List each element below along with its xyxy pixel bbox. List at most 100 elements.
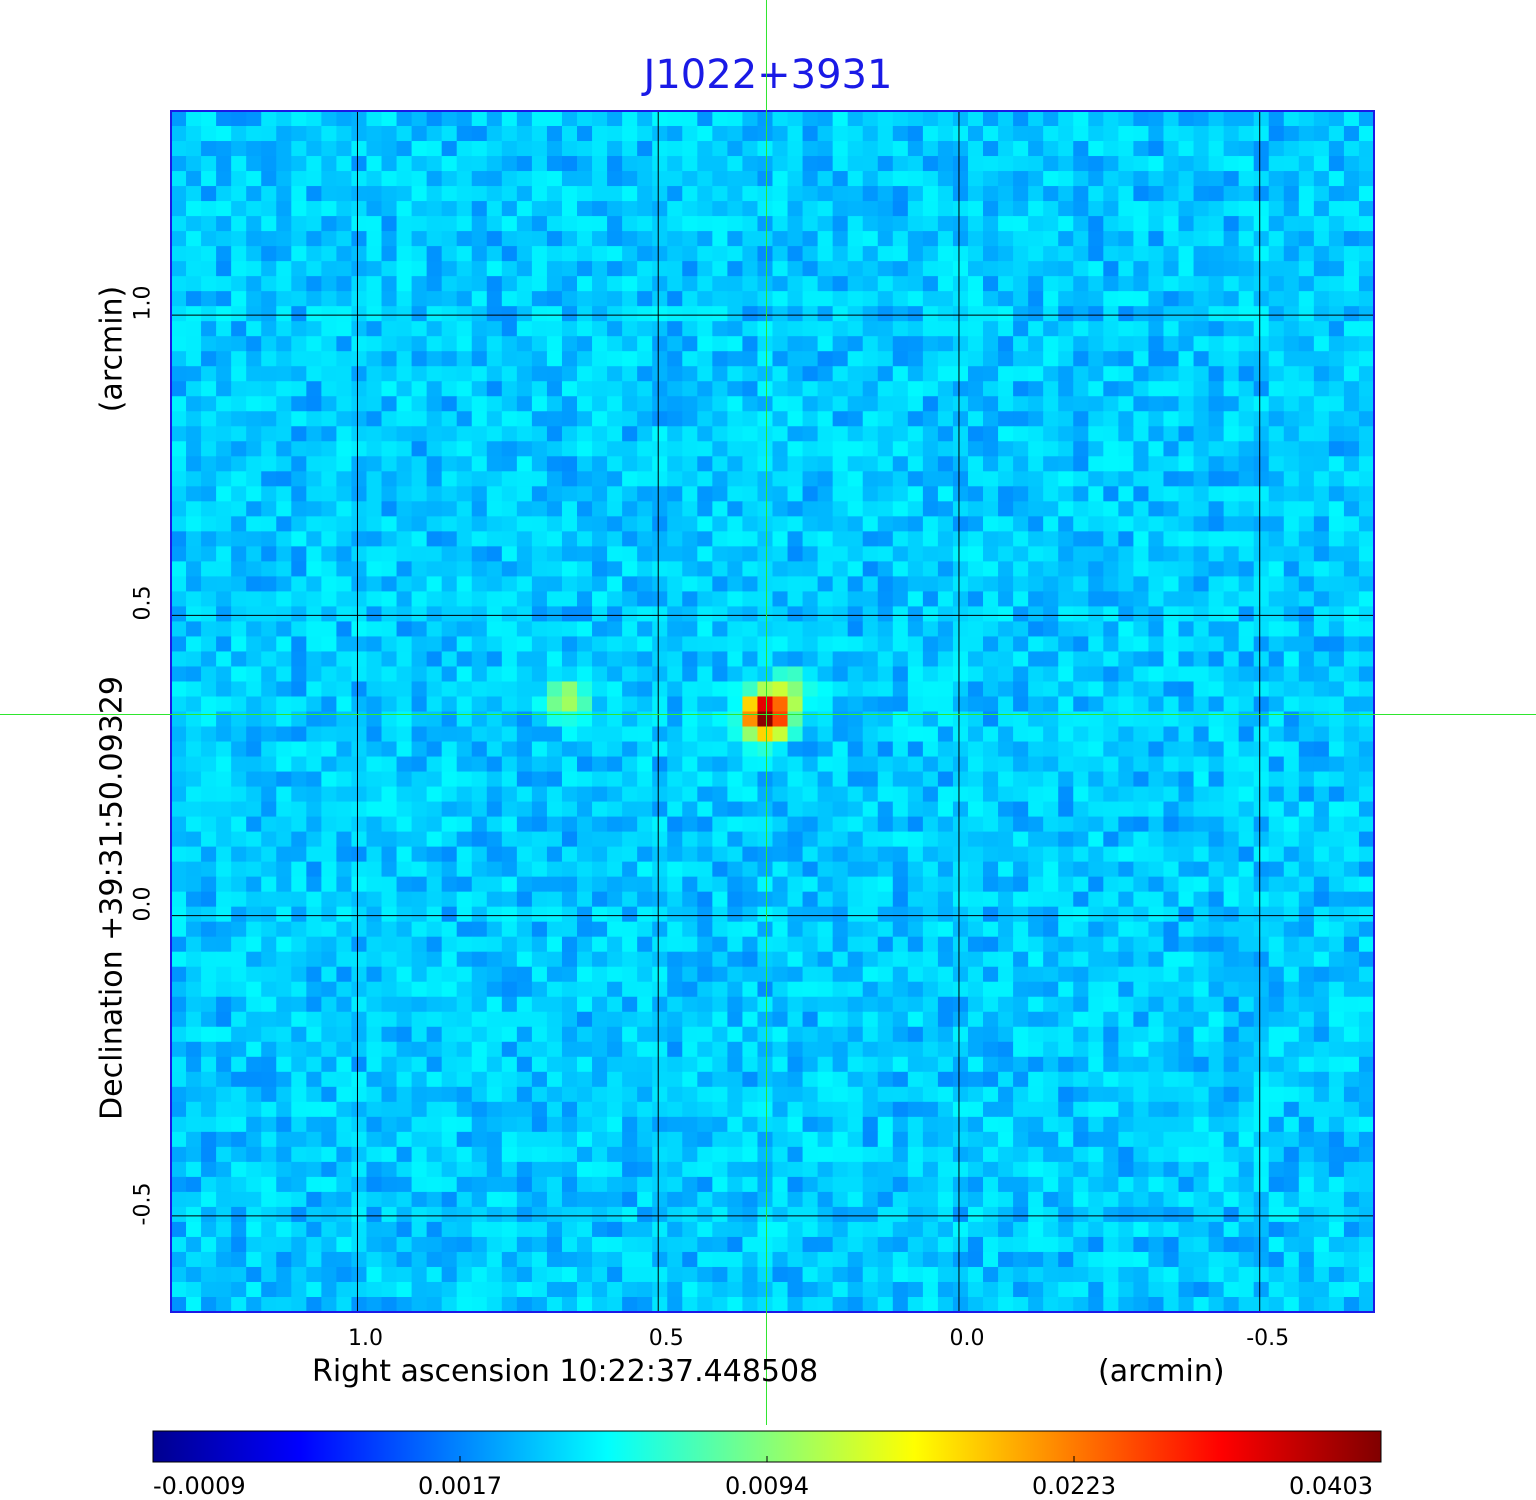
heatmap-cell [1193, 111, 1210, 127]
heatmap-cell [877, 966, 894, 983]
heatmap-cell [1133, 456, 1150, 472]
heatmap-cell [907, 816, 924, 833]
heatmap-cell [291, 111, 307, 127]
heatmap-cell [592, 276, 608, 292]
heatmap-cell [516, 531, 533, 547]
heatmap-cell [742, 936, 759, 953]
heatmap-cell [186, 906, 202, 923]
heatmap-cell [1043, 471, 1059, 487]
heatmap-cell [441, 906, 458, 923]
heatmap-cell [1268, 231, 1285, 247]
heatmap-cell [727, 156, 744, 172]
heatmap-cell [1058, 561, 1074, 577]
heatmap-cell [216, 576, 232, 592]
heatmap-cell [1283, 441, 1300, 457]
heatmap-cell [1043, 831, 1059, 848]
heatmap-cell [1253, 486, 1270, 502]
heatmap-cell [396, 816, 413, 833]
heatmap-cell [201, 351, 217, 367]
heatmap-cell [1013, 1026, 1029, 1043]
heatmap-cell [907, 396, 924, 412]
heatmap-cell [321, 141, 338, 157]
heatmap-cell [441, 231, 458, 247]
heatmap-cell [1208, 846, 1225, 863]
heatmap-cell [1073, 966, 1089, 983]
heatmap-cell [441, 801, 458, 818]
heatmap-cell [998, 681, 1014, 698]
heatmap-cell [1223, 291, 1240, 307]
heatmap-cell [486, 1026, 503, 1043]
heatmap-cell [1283, 906, 1300, 923]
heatmap-cell [1133, 471, 1150, 487]
heatmap-cell [321, 921, 338, 938]
heatmap-cell [757, 531, 774, 547]
heatmap-cell [276, 231, 292, 247]
heatmap-cell [246, 261, 262, 277]
heatmap-cell [817, 516, 834, 532]
heatmap-cell [907, 861, 924, 878]
heatmap-cell [832, 816, 849, 833]
heatmap-cell [411, 471, 428, 487]
heatmap-cell [1103, 516, 1119, 532]
heatmap-cell [937, 651, 954, 668]
heatmap-cell [1313, 636, 1330, 653]
heatmap-cell [1283, 756, 1300, 773]
heatmap-cell [351, 1041, 368, 1058]
heatmap-cell [757, 126, 774, 142]
heatmap-cell [637, 666, 653, 683]
heatmap-cell [456, 141, 473, 157]
heatmap-cell [637, 186, 653, 202]
heatmap-cell [426, 576, 443, 592]
heatmap-cell [712, 966, 728, 983]
heatmap-cell [1163, 501, 1180, 517]
heatmap-cell [922, 246, 939, 262]
heatmap-cell [697, 456, 713, 472]
heatmap-cell [426, 1026, 443, 1043]
heatmap-cell [306, 471, 322, 487]
heatmap-cell [1328, 876, 1345, 893]
heatmap-cell [351, 231, 368, 247]
heatmap-cell [291, 351, 307, 367]
heatmap-cell [516, 426, 533, 442]
heatmap-cell [261, 276, 277, 292]
heatmap-cell [1268, 126, 1285, 142]
heatmap-cell [1343, 1011, 1360, 1028]
heatmap-cell [351, 261, 368, 277]
heatmap-cell [1268, 786, 1285, 803]
heatmap-cell [802, 351, 819, 367]
heatmap-cell [201, 336, 217, 352]
heatmap-cell [862, 546, 879, 562]
heatmap-cell [757, 591, 774, 608]
heatmap-cell [381, 141, 398, 157]
heatmap-cell [1148, 966, 1165, 983]
heatmap-cell [757, 246, 774, 262]
heatmap-cell [1133, 621, 1150, 638]
heatmap-cell [1103, 126, 1119, 142]
heatmap-cell [246, 501, 262, 517]
heatmap-cell [501, 951, 518, 968]
heatmap-cell [787, 171, 804, 187]
heatmap-cell [561, 831, 578, 848]
heatmap-cell [531, 261, 548, 277]
heatmap-cell [1358, 606, 1375, 623]
heatmap-cell [291, 501, 307, 517]
heatmap-cell [862, 186, 879, 202]
heatmap-cell [577, 486, 593, 502]
heatmap-cell [877, 336, 894, 352]
heatmap-cell [411, 831, 428, 848]
heatmap-cell [772, 996, 789, 1013]
heatmap-cell [471, 531, 488, 547]
heatmap-cell [667, 861, 683, 878]
heatmap-cell [186, 891, 202, 908]
heatmap-cell [652, 411, 668, 427]
heatmap-cell [652, 396, 668, 412]
heatmap-cell [471, 576, 488, 592]
heatmap-cell [441, 246, 458, 262]
heatmap-cell [261, 966, 277, 983]
heatmap-cell [396, 651, 413, 668]
heatmap-cell [306, 831, 322, 848]
heatmap-cell [1283, 456, 1300, 472]
heatmap-cell [577, 711, 593, 728]
heatmap-cell [922, 741, 939, 758]
heatmap-cell [396, 966, 413, 983]
